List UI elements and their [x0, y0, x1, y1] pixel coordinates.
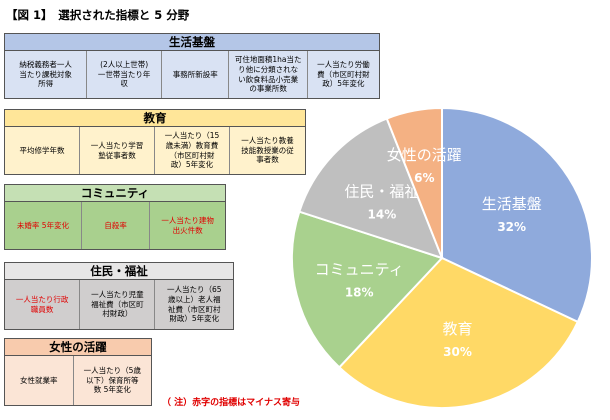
indicator-cell-negative: 自殺率: [82, 202, 151, 249]
category-header: 住民・福祉: [5, 263, 233, 280]
indicator-cell: 一人当たり教養 技能教授業の従 事者数: [230, 127, 305, 174]
indicator-cell-negative: 一人当たり建物 出火件数: [150, 202, 225, 249]
indicator-cell: 平均修学年数: [5, 127, 80, 174]
indicator-cell: 可住地面積1ha当た り他に分類されな い飲食料品小売業 の事業所数: [229, 51, 308, 98]
pie-slice: [385, 106, 443, 259]
indicator-cell: 一人当たり学習 塾従事者数: [80, 127, 155, 174]
category-header: コミュニティ: [5, 185, 225, 202]
indicator-cell: 一人当たり（5歳 以下）保育所等 数 5年変化: [73, 356, 151, 405]
category-box-community: コミュニティ 未婚率 5年変化 自殺率 一人当たり建物 出火件数: [4, 184, 226, 250]
indicator-cell: 一人当たり（65 歳以上）老人福 祉費（市区町村 財政）5年変化: [155, 280, 233, 329]
category-box-education: 教育 平均修学年数 一人当たり学習 塾従事者数 一人当たり（15 歳未満）教育費…: [4, 109, 306, 175]
indicator-cell: 一人当たり労働 費（市区町村財 政）5年変化: [307, 51, 379, 98]
indicator-cell: 一人当たり（15 歳未満）教育費 （市区町村財 政）5年変化: [155, 127, 230, 174]
pie-slice: [337, 256, 580, 409]
pie-slice: [298, 117, 444, 260]
category-header: 生活基盤: [5, 34, 379, 51]
indicator-cell: 一人当たり児童 福祉費（市区町 村財政）: [80, 280, 156, 329]
indicator-cell: 女性就業率: [5, 356, 74, 405]
category-box-residents-welfare: 住民・福祉 一人当たり行政 職員数 一人当たり児童 福祉費（市区町 村財政） 一…: [4, 262, 234, 330]
category-box-life-infrastructure: 生活基盤 納税義務者一人 当たり課税対象 所得 (2人以上世帯) 一世帯当たり年…: [4, 33, 380, 99]
pie-slice: [441, 106, 593, 324]
category-header: 女性の活躍: [5, 339, 151, 356]
figure-title: 【図 1】 選択された指標と 5 分野: [6, 8, 190, 22]
pie-slice: [291, 210, 444, 369]
footnote: （ 注）赤字の指標はマイナス寄与: [162, 398, 300, 408]
indicator-cell-negative: 一人当たり行政 職員数: [5, 280, 81, 329]
indicator-cell: 事務所新設率: [162, 51, 230, 98]
category-header: 教育: [5, 110, 305, 127]
indicator-cell-negative: 未婚率 5年変化: [5, 202, 82, 249]
category-box-women-activity: 女性の活躍 女性就業率 一人当たり（5歳 以下）保育所等 数 5年変化: [4, 338, 152, 406]
indicator-cell: 納税義務者一人 当たり課税対象 所得: [5, 51, 88, 98]
indicator-cell: (2人以上世帯) 一世帯当たり年 収: [87, 51, 163, 98]
